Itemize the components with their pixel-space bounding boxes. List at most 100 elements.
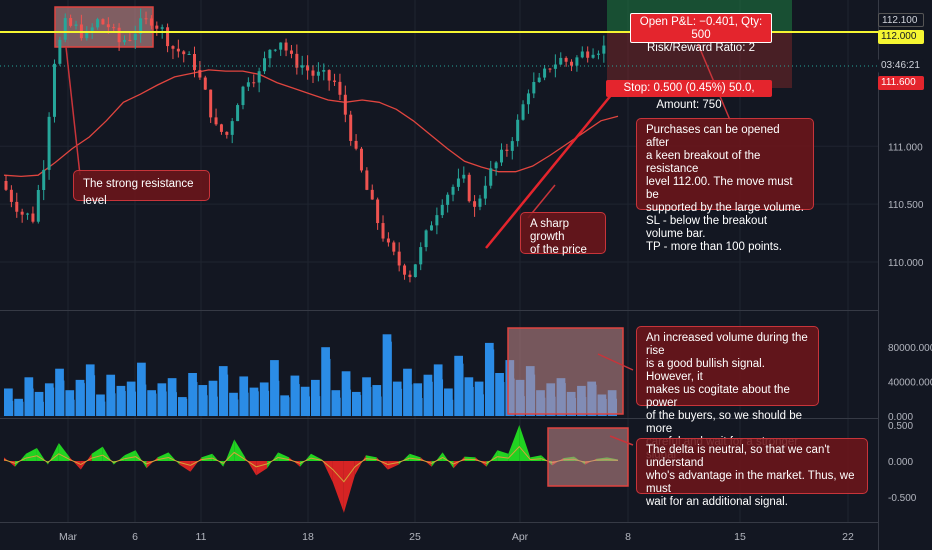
volume-bar [479,394,484,416]
stop-label[interactable]: Stop: 0.500 (0.45%) 50.0, Amount: 750 [606,80,772,111]
candle-body [58,39,62,64]
resistance-annotation[interactable]: The strong resistance level [73,170,210,207]
delta-area [508,425,520,461]
volume-bar [275,380,280,416]
time-tick-label: Apr [512,531,529,543]
candle-body [90,27,94,32]
volume-bar [116,385,126,416]
candle-body [446,194,450,205]
candle-body [219,124,223,132]
volume-bar [280,395,290,416]
candle-body [263,58,267,72]
candle-body [9,189,13,202]
candle-body [349,114,353,141]
volume-bar [413,383,423,416]
volume-bar [126,381,136,416]
candle-body [85,31,89,39]
candle-body [505,149,509,151]
candle-body [602,45,606,54]
volume-bar [362,377,371,416]
candle-body [193,53,197,71]
volume-bar [70,399,75,416]
volume-bar [29,388,34,416]
volume-bar [193,382,198,416]
candle-body [543,68,547,78]
volume-bar [162,391,167,416]
candle-body [354,140,358,149]
volume-bar [224,374,229,416]
candle-body [521,104,525,120]
volume-bar [137,362,146,416]
volume-bar [203,395,208,416]
candle-body [63,18,67,40]
candle-body [166,27,170,47]
candle-body [252,82,256,84]
time-tick-label: 15 [734,531,746,543]
volume-bar [239,376,249,416]
volume-bar [24,377,34,416]
candle-body [26,213,30,215]
volume-bar [264,390,270,416]
volume-bar [60,380,65,416]
purchase-annotation[interactable]: Purchases can be opened after a keen bre… [636,118,814,253]
candle-body [483,185,487,199]
volume-bar [295,384,300,416]
candle-body [510,141,514,151]
volume-bar [34,391,44,416]
volume-bar [167,378,177,416]
price-tick-label: 110.500 [888,200,924,211]
moving-average-line [3,69,619,178]
candle-body [408,274,412,278]
candle-body [273,49,277,51]
candle-body [575,57,579,66]
volume-bar [131,391,137,416]
candle-body [171,46,175,49]
stop-price-tag: 111.600 [878,76,924,90]
volume-bar [142,384,147,416]
open-pnl-label[interactable]: Open P&L: −0.401, Qty: 500 Risk/Reward R… [630,13,772,54]
candle-body [36,189,40,222]
candle-body [47,116,51,170]
candle-body [419,247,423,265]
volume-bar [172,392,177,416]
candle-body [553,64,557,69]
candle-body [451,186,455,195]
candle-body [122,39,126,43]
risk-reward-line: Risk/Reward Ratio: 2 [646,42,755,54]
delta-axis: 0.500 0.000 -0.500 [888,421,917,504]
candle-body [526,93,530,105]
candle-body [176,48,180,52]
candle-body [289,50,293,54]
candle-body [230,121,234,135]
time-tick-label: 18 [302,531,314,543]
candle-body [456,178,460,187]
candle-body [500,149,504,163]
volume-highlight-box [507,327,624,415]
candle-body [4,181,8,190]
volume-bar [346,389,351,416]
candle-body [306,65,310,71]
candle-body [155,25,159,29]
growth-annotation[interactable]: A sharp growth of the price [520,212,606,256]
volume-annotation[interactable]: An increased volume during the rise is a… [636,326,819,461]
candle-body [279,42,283,50]
time-tick-label: 22 [842,531,854,543]
volume-bar [418,398,423,416]
volume-bar [469,386,474,416]
candle-body [473,201,477,207]
candle-body [128,39,132,41]
candle-body [359,148,363,171]
candle-body [42,169,46,190]
delta-area [420,457,432,467]
volume-bar [270,360,279,416]
price-tick-label: 111.000 [888,142,923,153]
delta-annotation[interactable]: The delta is neutral, so that we can't u… [636,438,868,508]
volume-bar [321,347,330,416]
delta-area [321,459,333,483]
volume-bar [500,382,505,416]
volume-bar [392,381,402,416]
delta-area [234,439,246,461]
candle-body [31,213,35,222]
volume-bar [336,397,341,416]
